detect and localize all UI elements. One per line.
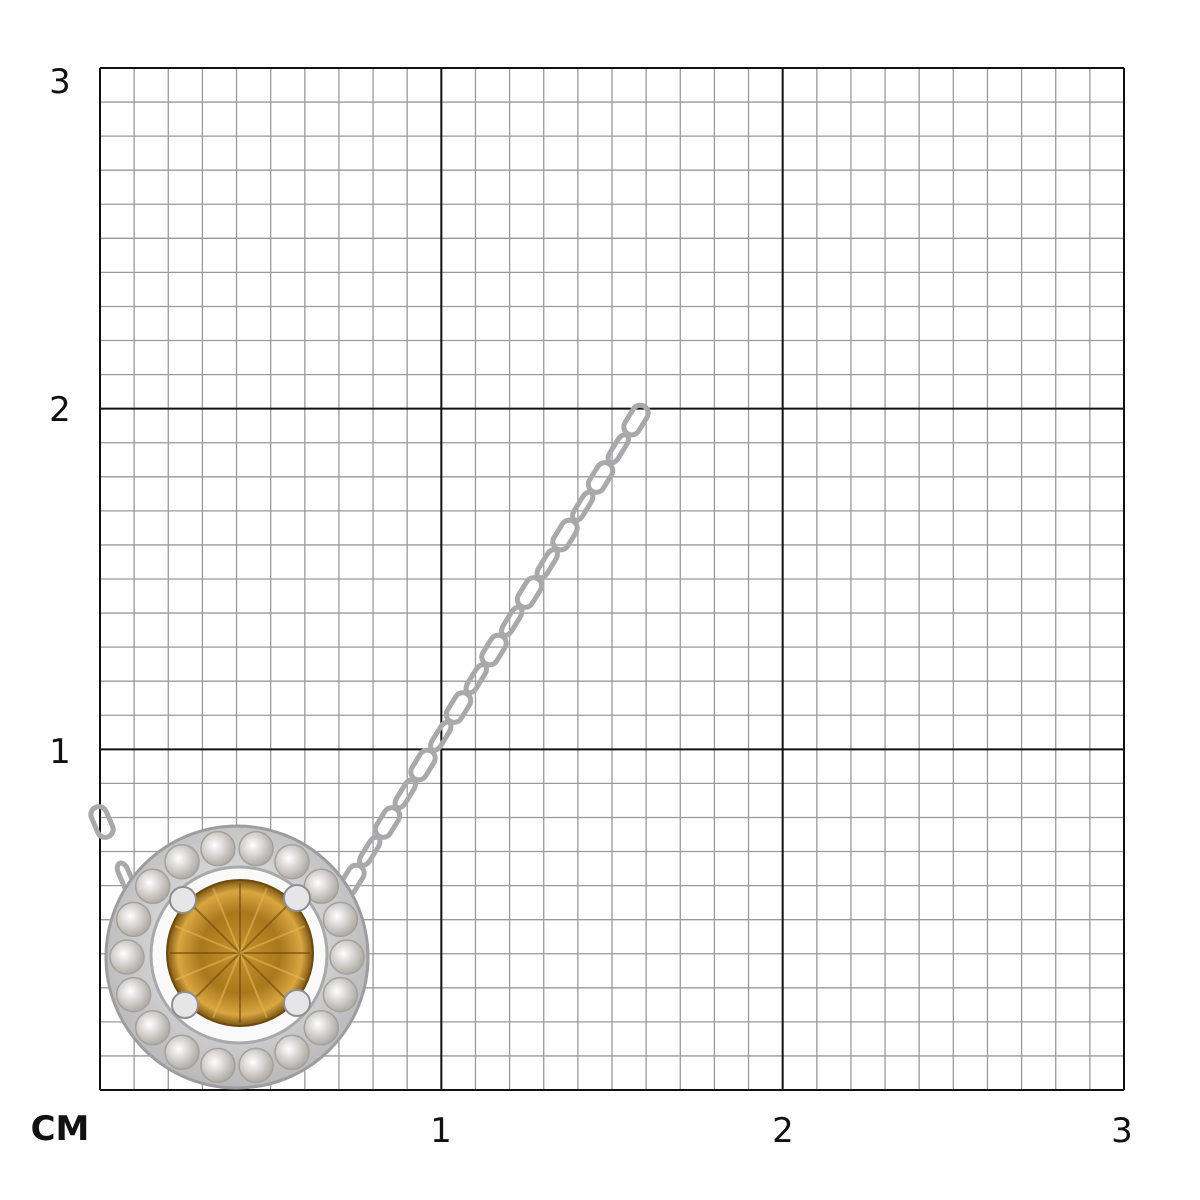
- x-label-1: 1: [430, 1111, 452, 1151]
- chain-link: [463, 662, 489, 696]
- y-label-3: 3: [49, 62, 71, 102]
- facet-line: [174, 952, 241, 981]
- chain-link: [534, 547, 560, 581]
- halo-diamond: [134, 868, 171, 905]
- halo-diamond: [322, 976, 359, 1013]
- facet-line: [189, 902, 241, 954]
- halo-diamond: [200, 830, 236, 867]
- facet-line: [239, 952, 291, 1004]
- facet-line: [174, 925, 241, 954]
- prong: [283, 989, 311, 1017]
- facet-line: [239, 925, 306, 954]
- halo-diamond: [109, 939, 145, 975]
- pendant-image: [88, 402, 651, 1090]
- facet-line: [239, 952, 306, 981]
- halo-diamond: [200, 1047, 236, 1084]
- chain-link: [605, 432, 631, 466]
- halo-diamond: [238, 830, 274, 867]
- facet-line: [212, 887, 241, 954]
- y-label-2: 2: [49, 390, 71, 430]
- prong: [283, 884, 311, 912]
- x-label-3: 3: [1111, 1111, 1133, 1151]
- stone-facets: [170, 883, 310, 1023]
- facet-line: [212, 952, 241, 1019]
- chain-link: [621, 402, 651, 438]
- prong: [171, 991, 199, 1019]
- prongs: [169, 884, 311, 1019]
- halo-diamond: [303, 1009, 340, 1046]
- chain-link: [392, 777, 418, 811]
- chain-link: [88, 804, 116, 840]
- x-label-2: 2: [772, 1111, 794, 1151]
- facet-line: [239, 902, 291, 954]
- halo-diamond: [238, 1047, 274, 1084]
- chain-link: [499, 604, 525, 638]
- grid-major-lines: [99, 67, 1125, 1091]
- halo-diamond: [134, 1009, 171, 1046]
- halo-diamond: [164, 843, 200, 880]
- facet-line: [239, 887, 268, 954]
- unit-label: CM: [31, 1109, 90, 1149]
- chain-link: [570, 489, 596, 523]
- halo-diamond: [274, 1034, 310, 1071]
- halo-diamond: [115, 901, 152, 938]
- prong: [169, 886, 197, 914]
- facet-line: [239, 952, 268, 1019]
- y-label-1: 1: [49, 732, 71, 772]
- halo-diamonds: [109, 830, 365, 1084]
- halo-diamond: [329, 939, 365, 975]
- halo-diamond: [115, 976, 152, 1013]
- halo-diamond: [322, 901, 359, 938]
- halo-diamond: [164, 1034, 200, 1071]
- chain: [88, 402, 651, 898]
- halo-diamond: [274, 843, 310, 880]
- facet-line: [189, 952, 241, 1004]
